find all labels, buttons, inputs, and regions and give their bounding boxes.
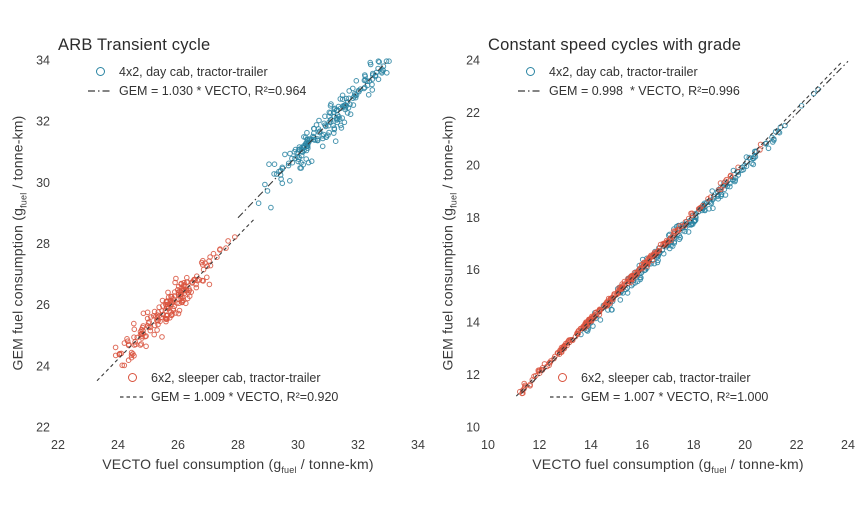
svg-text:22: 22 bbox=[36, 421, 50, 435]
chart-title: ARB Transient cycle bbox=[58, 36, 211, 54]
legend-series-row: 6x2, sleeper cab, tractor-trailer bbox=[550, 368, 768, 387]
legend-day-cab: 4x2, day cab, tractor-trailer GEM = 0.99… bbox=[518, 62, 740, 100]
x-axis-label: VECTO fuel consumption (gfuel / tonne-km… bbox=[532, 456, 804, 475]
svg-text:26: 26 bbox=[171, 438, 185, 452]
open-circle-marker-icon bbox=[557, 373, 567, 382]
svg-text:30: 30 bbox=[291, 438, 305, 452]
fit-equation: GEM = 0.998 * VECTO, R²=0.996 bbox=[549, 83, 740, 98]
legend-series-row: 4x2, day cab, tractor-trailer bbox=[518, 62, 740, 81]
svg-text:20: 20 bbox=[738, 438, 752, 452]
svg-text:22: 22 bbox=[51, 438, 65, 452]
svg-text:30: 30 bbox=[36, 176, 50, 190]
svg-text:12: 12 bbox=[466, 368, 480, 382]
svg-text:12: 12 bbox=[532, 438, 546, 452]
svg-text:28: 28 bbox=[36, 237, 50, 251]
svg-text:26: 26 bbox=[36, 298, 50, 312]
svg-text:18: 18 bbox=[466, 211, 480, 225]
legend-key bbox=[518, 67, 542, 76]
svg-text:32: 32 bbox=[351, 438, 365, 452]
legend-sleeper-cab: 6x2, sleeper cab, tractor-trailer GEM = … bbox=[120, 368, 338, 406]
svg-text:22: 22 bbox=[790, 438, 804, 452]
fit-equation: GEM = 1.007 * VECTO, R²=1.000 bbox=[581, 389, 769, 404]
legend-key bbox=[120, 395, 144, 399]
svg-text:14: 14 bbox=[466, 316, 480, 330]
open-circle-marker-icon bbox=[525, 67, 535, 76]
legend-key bbox=[88, 67, 112, 76]
svg-text:24: 24 bbox=[36, 359, 50, 373]
chart-title: Constant speed cycles with grade bbox=[488, 36, 742, 54]
svg-text:10: 10 bbox=[466, 421, 480, 435]
fit-equation: GEM = 1.009 * VECTO, R²=0.920 bbox=[151, 389, 339, 404]
open-circle-marker-icon bbox=[95, 67, 105, 76]
legend-fit-row: GEM = 1.030 * VECTO, R²=0.964 bbox=[88, 81, 306, 100]
legend-fit-row: GEM = 0.998 * VECTO, R²=0.996 bbox=[518, 81, 740, 100]
svg-text:22: 22 bbox=[466, 106, 480, 120]
chart-constant-speed: Constant speed cycles with grade GEM fue… bbox=[430, 0, 860, 505]
legend-key bbox=[550, 395, 574, 399]
x-axis-label: VECTO fuel consumption (gfuel / tonne-km… bbox=[102, 456, 374, 475]
svg-text:24: 24 bbox=[466, 54, 480, 68]
chart-arb-transient: ARB Transient cycle GEM fuel consumption… bbox=[10, 36, 425, 475]
legend-fit-row: GEM = 1.007 * VECTO, R²=1.000 bbox=[550, 387, 768, 406]
legend-key bbox=[550, 373, 574, 382]
svg-text:32: 32 bbox=[36, 115, 50, 129]
dash-dot-line-icon bbox=[88, 89, 112, 92]
svg-text:28: 28 bbox=[231, 438, 245, 452]
svg-text:24: 24 bbox=[841, 438, 855, 452]
legend-fit-row: GEM = 1.009 * VECTO, R²=0.920 bbox=[120, 387, 338, 406]
legend-sleeper-cab: 6x2, sleeper cab, tractor-trailer GEM = … bbox=[550, 368, 768, 406]
legend-series-row: 4x2, day cab, tractor-trailer bbox=[88, 62, 306, 81]
series-label: 6x2, sleeper cab, tractor-trailer bbox=[151, 370, 321, 385]
legend-key bbox=[120, 373, 144, 382]
svg-text:16: 16 bbox=[466, 263, 480, 277]
svg-text:20: 20 bbox=[466, 158, 480, 172]
series-label: 4x2, day cab, tractor-trailer bbox=[119, 64, 268, 79]
series-label: 4x2, day cab, tractor-trailer bbox=[549, 64, 698, 79]
svg-text:34: 34 bbox=[36, 54, 50, 68]
scatter-plot-constant-speed: 10 12 14 16 18 20 22 24 10 12 14 16 18 20 22 24 bbox=[466, 54, 855, 453]
legend-series-row: 6x2, sleeper cab, tractor-trailer bbox=[120, 368, 338, 387]
svg-text:10: 10 bbox=[481, 438, 495, 452]
svg-text:14: 14 bbox=[584, 438, 598, 452]
dashed-line-icon bbox=[120, 395, 144, 398]
svg-text:24: 24 bbox=[111, 438, 125, 452]
dash-dot-line-icon bbox=[518, 89, 542, 92]
scatter-plot-arb-transient: 22 24 26 28 30 32 34 22 24 26 28 30 32 34 bbox=[36, 54, 425, 453]
fit-equation: GEM = 1.030 * VECTO, R²=0.964 bbox=[119, 83, 307, 98]
legend-key bbox=[88, 89, 112, 93]
svg-text:34: 34 bbox=[411, 438, 425, 452]
svg-text:18: 18 bbox=[687, 438, 701, 452]
open-circle-marker-icon bbox=[127, 373, 137, 382]
svg-text:16: 16 bbox=[635, 438, 649, 452]
legend-key bbox=[518, 89, 542, 93]
dashed-line-icon bbox=[550, 395, 574, 398]
legend-day-cab: 4x2, day cab, tractor-trailer GEM = 1.03… bbox=[88, 62, 306, 100]
series-label: 6x2, sleeper cab, tractor-trailer bbox=[581, 370, 751, 385]
